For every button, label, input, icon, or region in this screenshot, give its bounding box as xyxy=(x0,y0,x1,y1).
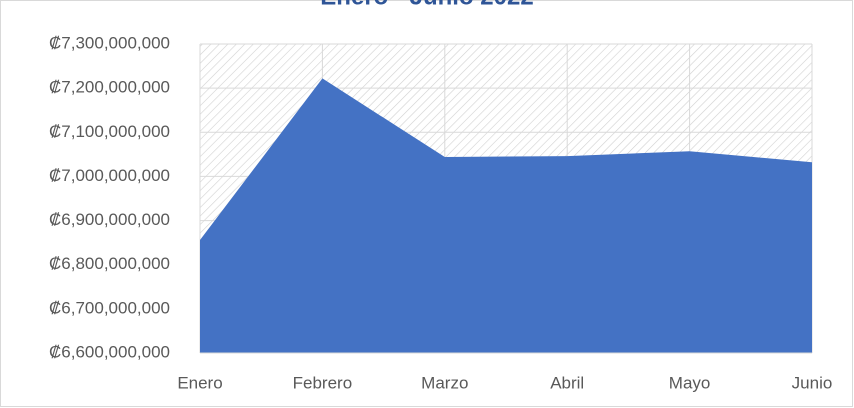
y-tick-label: ₡7,000,000,000 xyxy=(49,166,170,185)
y-tick-label: ₡7,200,000,000 xyxy=(49,78,170,97)
y-tick-label: ₡7,300,000,000 xyxy=(49,33,170,52)
x-tick-label: Abril xyxy=(550,373,584,392)
x-tick-label: Marzo xyxy=(421,373,468,392)
y-tick-label: ₡6,900,000,000 xyxy=(49,210,170,229)
x-tick-label: Junio xyxy=(792,373,833,392)
x-tick-label: Febrero xyxy=(293,373,353,392)
x-tick-label: Mayo xyxy=(669,373,711,392)
y-tick-label: ₡7,100,000,000 xyxy=(49,122,170,141)
y-tick-label: ₡6,800,000,000 xyxy=(49,254,170,273)
area xyxy=(200,78,812,353)
y-tick-label: ₡6,600,000,000 xyxy=(49,342,170,361)
x-tick-label: Enero xyxy=(177,373,222,392)
chart-title: Enero - Junio 2022 xyxy=(320,0,533,10)
y-tick-label: ₡6,700,000,000 xyxy=(49,298,170,317)
